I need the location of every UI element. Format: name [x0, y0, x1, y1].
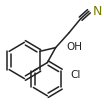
Text: Cl: Cl: [71, 70, 81, 80]
Text: OH: OH: [66, 42, 82, 52]
Text: N: N: [93, 5, 102, 18]
